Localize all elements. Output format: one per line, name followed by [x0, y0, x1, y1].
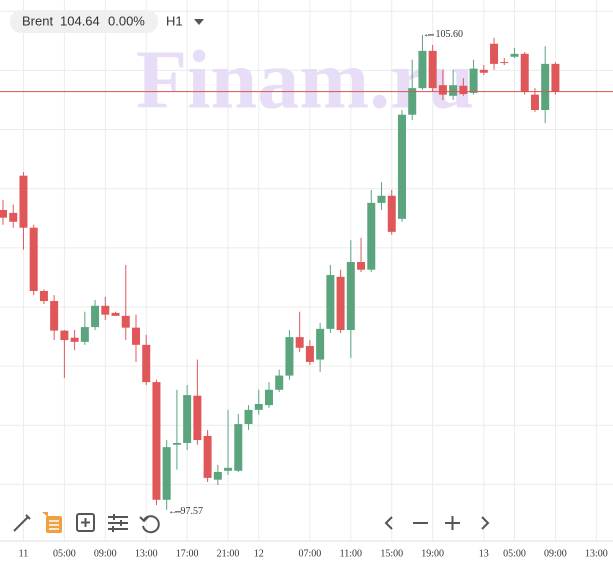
candle-body — [19, 175, 28, 228]
x-tick-label: 17:00 — [176, 548, 199, 559]
candle-body — [387, 195, 396, 232]
candle-body — [264, 389, 273, 406]
indicators-tool[interactable] — [42, 512, 62, 533]
candle-body — [408, 88, 417, 115]
x-tick-label: 09:00 — [544, 548, 567, 559]
candle-body — [39, 290, 48, 302]
candle-body — [234, 424, 243, 471]
candle-body — [70, 337, 79, 342]
timeframe-dropdown[interactable] — [194, 19, 204, 25]
candle-body — [183, 395, 192, 444]
candle-body — [377, 195, 386, 203]
candle-body — [29, 227, 38, 291]
candle-body — [224, 467, 233, 471]
candle-body — [541, 63, 550, 111]
candle-body — [50, 301, 59, 331]
candle-body — [551, 63, 560, 92]
symbol: Brent — [22, 13, 53, 28]
candle-body — [101, 305, 110, 315]
scroll-right[interactable] — [481, 516, 490, 530]
x-tick-label: 07:00 — [299, 548, 322, 559]
candle-body — [0, 209, 7, 218]
candle-body — [111, 312, 120, 316]
candle-body — [131, 327, 140, 345]
candle-body — [316, 328, 325, 360]
candle-body — [397, 114, 406, 219]
change: 0.00% — [108, 13, 145, 28]
draw-tool[interactable] — [13, 514, 31, 532]
watermark: Finam.ru — [136, 33, 474, 126]
symbol-header: Brent 104.64 0.00% H1 — [10, 10, 204, 33]
candle-body — [244, 409, 253, 425]
toolbar — [13, 512, 490, 534]
candle-body — [162, 447, 171, 500]
x-tick-label: 21:00 — [217, 548, 240, 559]
candle-body — [60, 330, 69, 341]
candle-body — [438, 85, 447, 95]
candle-body — [193, 395, 202, 441]
candle-body — [510, 53, 519, 57]
high-annotation: ← 105.60 — [423, 29, 463, 40]
candle-body — [490, 43, 499, 64]
x-tick-label: 13:00 — [135, 548, 158, 559]
x-tick-label: 11:00 — [340, 548, 362, 559]
annotations: ← 105.60 ← 97.57 — [168, 29, 463, 517]
reset-tool[interactable] — [139, 515, 160, 534]
candle-body — [285, 337, 294, 376]
candle-body — [80, 327, 89, 342]
candle-body — [326, 275, 335, 329]
candle-body — [418, 50, 427, 89]
x-tick-label: 09:00 — [94, 548, 117, 559]
candle-body — [469, 68, 478, 93]
x-tick-label: 12 — [254, 548, 264, 559]
candle-body — [203, 435, 212, 478]
candle-body — [336, 276, 345, 331]
candle-body — [500, 62, 509, 64]
x-axis: 11 05:00 09:00 13:00 17:00 21:00 12 07:00 11:00 1… — [0, 540, 613, 559]
candle-body — [121, 315, 130, 328]
candle-body — [9, 212, 18, 222]
candle-body — [479, 69, 488, 73]
add-chart-tool[interactable] — [76, 513, 95, 532]
header-pill — [10, 10, 158, 33]
candle-body — [152, 382, 161, 500]
candle-body — [91, 305, 100, 328]
candle-body — [172, 443, 181, 445]
candle-body — [367, 202, 376, 270]
x-tick-label: 19:00 — [421, 548, 444, 559]
candle-body — [295, 337, 304, 348]
candle-body — [530, 94, 539, 111]
last-price: 104.64 — [60, 13, 100, 28]
candles — [0, 34, 613, 510]
candle-body — [142, 344, 151, 383]
candle-body — [520, 53, 529, 92]
candle-body — [428, 50, 437, 89]
candle-body — [275, 375, 284, 390]
zoom-in[interactable] — [445, 516, 460, 530]
timeframe[interactable]: H1 — [166, 13, 183, 28]
candle-body — [449, 85, 458, 96]
x-tick-label: 13:00 — [585, 548, 608, 559]
x-tick-label: 15:00 — [380, 548, 403, 559]
x-tick-label: 13 — [479, 548, 489, 559]
settings-tool[interactable] — [108, 514, 128, 532]
candle-body — [459, 85, 468, 95]
x-tick-label: 11 — [19, 548, 29, 559]
scroll-left[interactable] — [384, 516, 393, 530]
candle-body — [357, 262, 366, 270]
candle-body — [213, 471, 222, 480]
x-tick-label: 05:00 — [503, 548, 526, 559]
candle-body — [305, 346, 314, 362]
candle-body — [254, 403, 263, 410]
candle-body — [346, 262, 355, 331]
x-tick-label: 05:00 — [53, 548, 76, 559]
low-annotation: ← 97.57 — [168, 506, 203, 517]
